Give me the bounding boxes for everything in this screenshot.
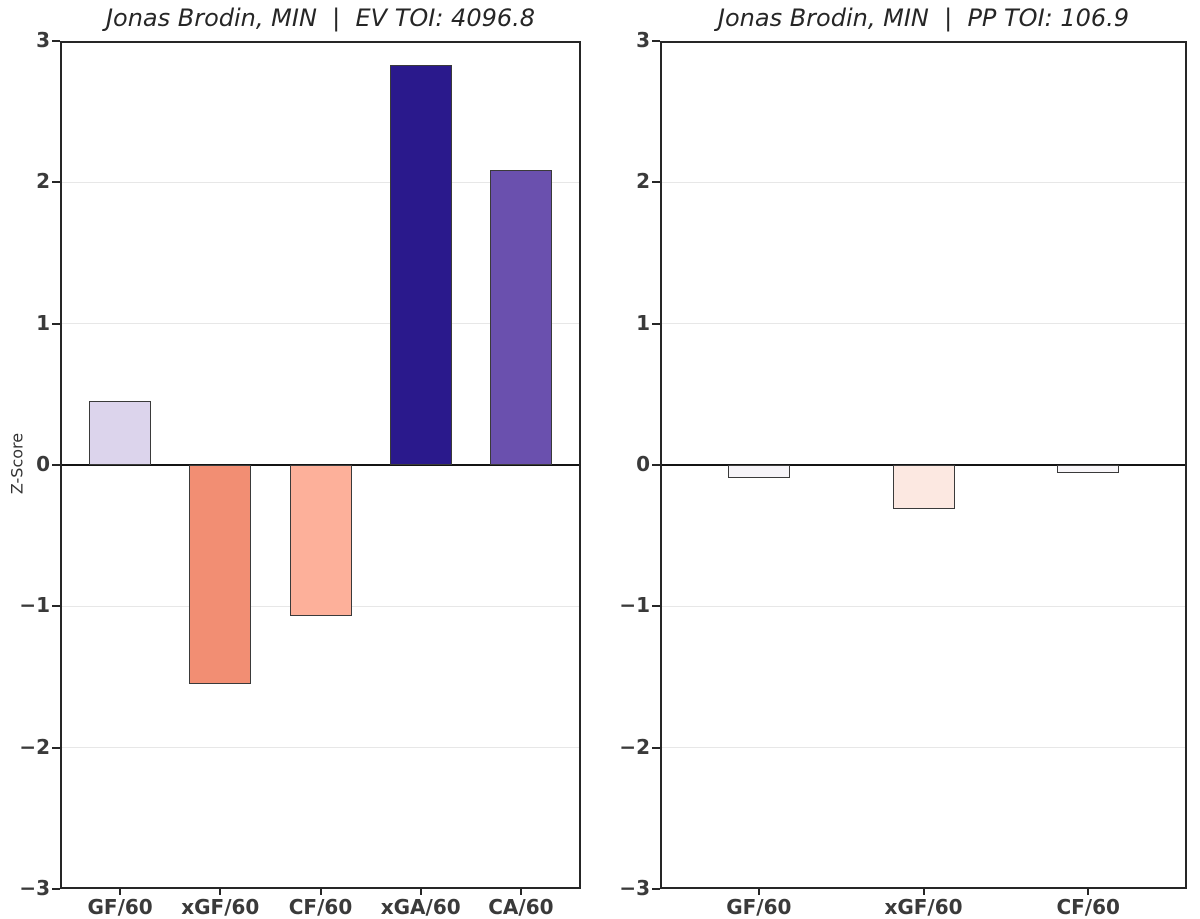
y-tick-mark [52,181,60,184]
grid-line [60,181,581,184]
y-tick-mark [52,40,60,42]
grid-line [660,746,1187,749]
y-tick-label: 1 [636,310,650,335]
y-tick-mark [52,322,60,325]
x-tick-label: xGA/60 [380,895,461,919]
grid-line [60,746,581,749]
x-tick-label: GF/60 [726,895,792,919]
grid-line [660,605,1187,608]
x-tick-mark [922,889,925,895]
pp-plot-area [660,41,1187,889]
y-tick-mark [652,40,660,42]
bar-gf-60 [89,401,152,465]
bar-cf-60 [1057,465,1120,474]
y-tick-mark [652,322,660,325]
y-tick-label: 1 [36,310,50,335]
y-tick-mark [52,888,60,890]
ev-chart-title: Jonas Brodin, MIN | EV TOI: 4096.8 [105,4,536,32]
y-tick-label: 2 [636,169,650,194]
x-tick-mark [219,889,222,895]
bar-xga-60 [389,65,452,465]
y-tick-label: −1 [19,593,50,618]
y-tick-label: 0 [36,452,50,477]
y-tick-mark [652,464,660,466]
x-tick-mark [757,889,760,895]
y-tick-label: 3 [636,28,650,53]
x-tick-label: CA/60 [488,895,554,919]
grid-line [60,322,581,325]
y-axis-label: Z-Score [7,432,27,495]
x-tick-label: xGF/60 [181,895,260,919]
y-tick-mark [52,746,60,749]
y-tick-mark [652,605,660,608]
y-tick-label: 3 [36,28,50,53]
x-tick-label: GF/60 [87,895,153,919]
x-tick-mark [119,889,122,895]
x-tick-mark [419,889,422,895]
x-tick-mark [519,889,522,895]
x-tick-label: CF/60 [288,895,353,919]
y-tick-label: −2 [19,734,50,759]
bar-xgf-60 [892,465,955,509]
y-tick-mark [652,181,660,184]
y-tick-label: −1 [619,593,650,618]
ev-plot-area [60,41,581,889]
grid-line [660,322,1187,325]
y-tick-mark [52,605,60,608]
pp-chart-title: Jonas Brodin, MIN | PP TOI: 106.9 [717,4,1130,32]
y-tick-label: 2 [36,169,50,194]
grid-line [660,181,1187,184]
y-tick-label: −2 [619,734,650,759]
y-tick-mark [652,888,660,890]
x-tick-mark [1087,889,1090,895]
y-tick-label: −3 [19,876,50,901]
x-tick-mark [319,889,322,895]
y-tick-mark [652,746,660,749]
x-tick-label: xGF/60 [884,895,963,919]
bar-gf-60 [727,465,790,478]
bar-xgf-60 [189,465,252,685]
y-tick-label: −3 [619,876,650,901]
bar-ca-60 [489,169,552,465]
y-tick-label: 0 [636,452,650,477]
bar-cf-60 [289,465,352,617]
x-tick-label: CF/60 [1056,895,1120,919]
y-tick-mark [52,464,60,466]
